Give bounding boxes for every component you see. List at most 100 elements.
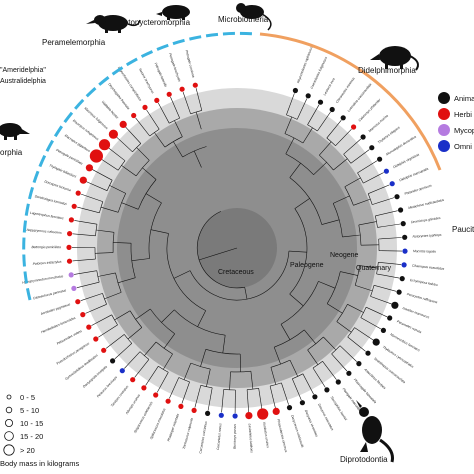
tip-dot xyxy=(369,145,375,151)
terminal-branch xyxy=(246,389,249,413)
internal-branch xyxy=(239,353,241,372)
size-legend-dot-3 xyxy=(5,418,13,427)
taxon-label: Bettongia penicillata xyxy=(31,245,61,249)
legend-label-omnivore: Omni xyxy=(454,142,472,151)
internal-branch xyxy=(270,367,277,385)
internal-arc xyxy=(139,351,150,360)
internal-arc xyxy=(312,361,323,369)
terminal-branch xyxy=(74,270,97,275)
size-legend-label-1: 0 - 5 xyxy=(20,393,35,402)
terminal-branch xyxy=(76,281,100,288)
terminal-branch xyxy=(375,210,398,217)
taxon-label: Dasyurus viverrinus xyxy=(304,409,319,438)
tip-dot xyxy=(80,312,86,318)
terminal-branch xyxy=(357,160,378,174)
internal-branch xyxy=(347,304,364,313)
tip-dot xyxy=(205,410,211,416)
internal-branch xyxy=(173,141,183,158)
order-label-peramelemorphia: Peramelemorphia xyxy=(42,38,106,47)
terminal-branch xyxy=(145,366,159,386)
internal-branch xyxy=(355,285,373,292)
internal-branch xyxy=(336,321,352,333)
tip-dot xyxy=(110,358,116,364)
taxon-label: Potorous tridactylus xyxy=(32,260,62,266)
internal-branch xyxy=(313,162,327,175)
terminal-branch xyxy=(72,258,96,262)
tip-dot xyxy=(383,168,389,174)
internal-branch xyxy=(304,329,317,344)
internal-arc xyxy=(205,349,241,355)
internal-branch xyxy=(142,167,157,180)
terminal-branch xyxy=(221,389,224,413)
taxon-label: Distoechurus pennatus xyxy=(33,288,67,300)
terminal-branch xyxy=(322,361,337,380)
taxon-label: Chaeropus ecaudatus xyxy=(412,264,445,271)
tip-dot xyxy=(387,315,393,321)
taxon-label: Dromiciops gliroides xyxy=(411,216,441,224)
internal-branch xyxy=(121,165,137,177)
terminal-branch xyxy=(77,206,100,214)
tip-dot xyxy=(79,176,87,184)
taxon-label: Phascolarctos cinereus xyxy=(276,419,288,453)
era-label-cretaceous: Cretaceous xyxy=(218,269,254,276)
clade-label-ameridelphia: "Ameridelphia" xyxy=(0,67,46,74)
tip-dot xyxy=(142,104,148,110)
internal-arc xyxy=(149,128,160,137)
taxon-label: Petrogale concinna xyxy=(185,50,196,78)
internal-branch xyxy=(222,335,226,354)
taxon-label: Didelphis virginiana xyxy=(393,152,420,169)
taxon-label: Peroryctes raffrayana xyxy=(406,292,438,304)
taxon-label: Didelphis marsupialis xyxy=(399,167,430,183)
taxon-label: Macropus rufogriseus xyxy=(72,119,100,142)
taxon-label: Cercartetus concinnus xyxy=(198,421,208,454)
taxon-label: Tarsipes rostratus xyxy=(110,384,130,407)
size-legend-label-4: 15 - 20 xyxy=(20,432,43,441)
era-label-paleogene: Paleogene xyxy=(290,262,324,269)
terminal-branch xyxy=(114,343,133,360)
tip-dot xyxy=(272,407,280,415)
internal-branch xyxy=(327,303,343,314)
internal-branch xyxy=(109,185,126,194)
terminal-branch xyxy=(354,327,374,341)
taxon-label: Echymipera kalubu xyxy=(410,278,438,287)
internal-arc xyxy=(117,193,126,213)
size-legend-caption: Body mass in kilograms xyxy=(0,459,79,468)
taxon-label: Petrogale penicillata xyxy=(55,148,83,166)
taxon-label: Sarcophilus harrisii xyxy=(330,396,348,422)
tip-dot xyxy=(257,408,269,420)
taxon-label: Onychogalea fraenata xyxy=(107,82,130,110)
internal-branch xyxy=(163,353,173,370)
diet-legend: Anima Herbi Mycop Omni xyxy=(438,92,474,152)
tip-dot xyxy=(93,336,99,342)
internal-branch xyxy=(95,252,114,254)
internal-arc xyxy=(190,362,211,370)
taxon-label: Notoryctes typhlops xyxy=(412,233,441,239)
taxon-label: Dorcopsis luctuosa xyxy=(44,179,72,192)
terminal-branch xyxy=(368,184,390,194)
internal-branch xyxy=(96,229,115,233)
taxon-label: Hemibelideus lemuroides xyxy=(41,316,77,335)
tip-dot xyxy=(399,276,405,282)
taxon-label: Perameles nasuta xyxy=(396,319,422,334)
tip-dot xyxy=(317,99,324,105)
terminal-branch xyxy=(134,359,150,378)
taxon-label: Petaurus breviceps xyxy=(96,375,118,399)
taxon-label: Thylogale billardierii xyxy=(48,163,77,179)
tip-dot xyxy=(396,289,402,295)
tip-dot xyxy=(389,181,395,187)
taxon-label: Vombatus ursinus xyxy=(262,422,270,449)
tip-dot xyxy=(89,149,103,163)
tip-dot xyxy=(380,327,386,333)
internal-branch xyxy=(114,310,131,321)
terminal-branch xyxy=(182,92,191,114)
tip-dot xyxy=(232,413,238,419)
clade-label-australidelphia: Australidelphia xyxy=(0,78,46,85)
taxon-label: Macropus fuliginosus xyxy=(83,106,109,130)
taxon-label: Lasiorhinus latifrons xyxy=(248,423,254,453)
tip-dot xyxy=(68,272,74,278)
taxon-label: Dactylopsila trivirgata xyxy=(82,365,108,389)
internal-branch xyxy=(333,158,348,171)
tip-dot xyxy=(340,115,346,121)
diprotodontia-silhouette-icon xyxy=(356,400,394,463)
